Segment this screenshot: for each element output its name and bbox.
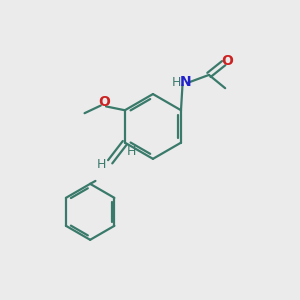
Text: H: H xyxy=(171,76,181,89)
Text: O: O xyxy=(221,54,233,68)
Text: N: N xyxy=(180,75,192,89)
Text: O: O xyxy=(98,95,109,109)
Text: H: H xyxy=(97,158,106,171)
Text: H: H xyxy=(127,145,136,158)
